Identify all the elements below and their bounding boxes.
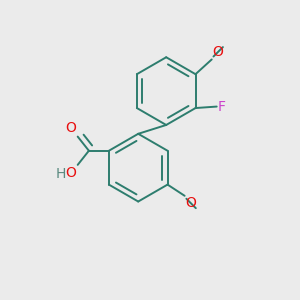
Text: O: O (65, 122, 76, 135)
Text: F: F (218, 100, 226, 114)
Text: O: O (213, 45, 224, 59)
Text: O: O (66, 166, 76, 180)
Text: O: O (185, 196, 197, 210)
Text: H: H (56, 167, 67, 181)
